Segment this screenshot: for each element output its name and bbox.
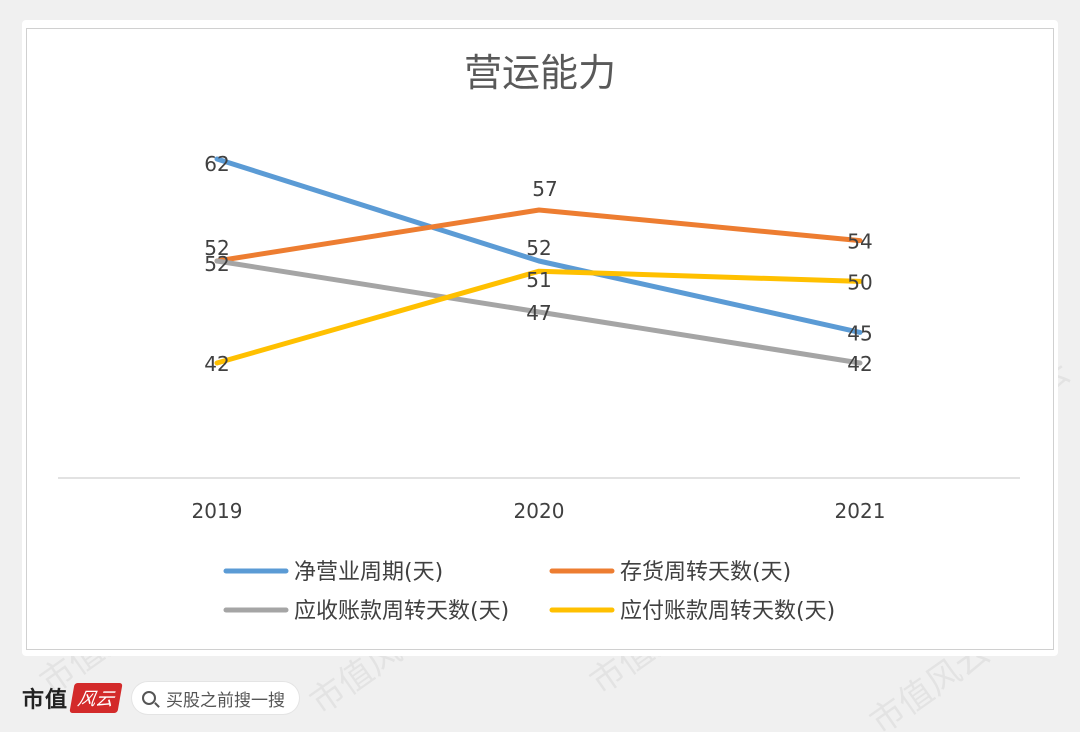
data-label: 45 — [847, 321, 872, 345]
data-label: 42 — [847, 352, 872, 376]
search-box[interactable]: 买股之前搜一搜 — [132, 682, 300, 714]
chart-frame — [26, 28, 1054, 650]
search-hint: 买股之前搜一搜 — [166, 690, 286, 711]
series-line-0 — [214, 156, 863, 335]
legend-label-3: 应付账款周转天数(天) — [620, 599, 835, 624]
series-line-2 — [214, 258, 863, 366]
chart-card — [22, 20, 1058, 656]
footer-bar: 市值 风云 买股之前搜一搜 — [22, 676, 422, 720]
series-line-3 — [214, 268, 863, 366]
data-label: 52 — [204, 252, 229, 276]
legend-label-2: 应收账款周转天数(天) — [294, 599, 509, 624]
search-icon — [142, 691, 157, 705]
data-label: 52 — [204, 236, 229, 260]
brand-logo: 风云 — [69, 683, 123, 713]
data-label: 47 — [526, 301, 551, 325]
brand-name: 市值 — [22, 688, 69, 713]
series-line-1 — [214, 207, 863, 264]
data-label: 52 — [526, 236, 551, 260]
data-label: 54 — [847, 230, 872, 254]
data-label: 50 — [847, 270, 872, 294]
chart-title: 营运能力 — [464, 51, 616, 95]
x-tick-label: 2020 — [514, 499, 565, 523]
data-label: 42 — [204, 352, 229, 376]
data-label: 57 — [532, 177, 557, 201]
legend-label-0: 净营业周期(天) — [294, 560, 443, 585]
data-label: 62 — [204, 152, 229, 176]
line-chart: 营运能力 2019 2020 2021 62 52 45 52 57 54 52 47 42 42 51 50… — [58, 51, 1020, 624]
x-tick-label: 2019 — [192, 499, 243, 523]
legend-label-1: 存货周转天数(天) — [620, 560, 791, 585]
data-label: 51 — [526, 268, 551, 292]
x-tick-label: 2021 — [835, 499, 886, 523]
